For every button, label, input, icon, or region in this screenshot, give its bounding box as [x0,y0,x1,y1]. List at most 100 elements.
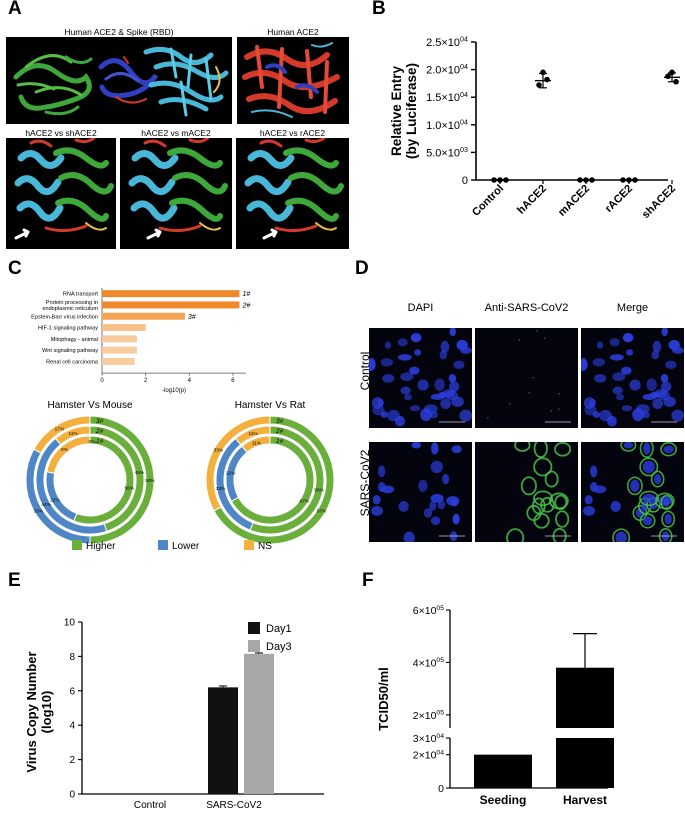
infected-cell [639,490,659,507]
micro-sars-merge [581,442,684,542]
bar-day1 [208,687,238,794]
pathway-label: Renal cell carcinoma [46,359,99,365]
panel-letter-d: D [355,258,369,279]
speck [536,329,538,332]
x-tick-label: SARS-CoV2 [206,800,262,811]
data-point [665,73,671,80]
data-point [544,76,550,83]
nucleus [657,390,671,401]
ring-percent-label: 0% [61,447,69,453]
nucleus [663,498,670,507]
nucleus [380,358,394,367]
speck [532,377,535,379]
speck [487,416,489,419]
pathway-label: Wnt signaling pathway [42,348,98,354]
ring-zero-label: 0% [89,439,97,445]
nucleus [660,373,669,383]
nucleus [417,379,429,391]
nucleus [377,465,386,478]
ring-percent-label: 56% [314,487,324,493]
micro-control-dapi-art [369,328,472,427]
nucleus [609,354,624,361]
ring-segment-ns [205,415,271,512]
nucleus [434,378,445,391]
infected-cell [650,470,665,488]
nucleus [404,394,413,401]
infected-cell [514,442,531,452]
ring-percent-label: 17% [55,426,65,432]
ring-segment-ns [234,425,271,446]
nucleus [420,408,432,422]
nucleus [438,391,447,399]
panel-letter-e: E [8,570,21,591]
legend-swatch [248,622,260,634]
nucleus [372,495,381,505]
nucleus [460,347,472,354]
nucleus [403,531,415,542]
structure-human-ace2 [237,37,349,124]
y-tick-label: 2×1004 [413,749,444,761]
ring-percent-label: 67% [317,509,327,515]
nucleus [431,442,439,455]
nucleus [612,372,626,382]
mol-title-sh: hACE2 vs shACE2 [25,128,97,138]
ring-percent-label: 11% [248,431,258,437]
pathway-bar [102,357,135,365]
structure-ace2-spike [6,37,232,124]
y-axis-label: Virus Copy Number(log10) [24,651,54,772]
nucleus [439,349,448,360]
micro-sars-anti-art [506,442,572,542]
nucleus [437,500,446,510]
x-tick-label: Control [470,183,506,219]
legend-label: Day3 [266,641,292,653]
pathway-bar [102,324,146,332]
infected-cell [612,528,631,542]
nucleus [380,411,388,418]
nucleus [459,409,472,422]
nucleus [592,411,600,418]
nucleus [442,473,450,485]
nucleus [440,340,450,353]
micro-control-anti-art [487,329,571,423]
nucleus [409,405,421,412]
infected-cell [639,513,656,529]
y-tick-label: 2.0×1004 [426,63,468,76]
y-tick-label: 4 [69,721,75,732]
y-tick-label: 2 [69,755,75,766]
y-tick-label: 0 [438,783,444,795]
data-point [669,69,675,76]
chart-c-content: RNA transport 1# Protein processing inendo… [31,288,250,394]
nucleus [397,338,408,347]
bar-seeding [474,754,532,788]
nucleus [430,493,444,503]
infected-cell [533,512,550,529]
y-tick-label: 0 [462,175,468,187]
ring-index-label: 1# [96,438,104,445]
nucleus [408,366,420,375]
nucleus [451,498,458,507]
structure-sh-art [14,138,114,240]
nucleus [582,505,596,516]
ring-index-label: 2# [275,428,284,435]
infected-cell [552,527,567,542]
legend-swatch [158,540,168,550]
x-tick-label: hACE2 [515,183,549,217]
micro-head-anti: Anti-SARS-CoV2 [484,302,569,314]
data-point [583,177,589,183]
nucleus [643,442,651,455]
pathway-label: Mitophagy - animal [51,337,98,343]
nucleus [370,505,384,516]
infected-cell [639,442,654,458]
nucleus [448,381,460,392]
nucleus [622,333,634,343]
y-tick-label: 3×1004 [413,733,444,745]
nucleus [581,357,588,371]
nucleus [451,445,462,454]
y-tick-label: 1.0×1004 [426,118,468,131]
nucleus [414,349,422,356]
ring-index-label: 1# [276,438,284,445]
y-tick-label: 10 [64,618,76,629]
pathway-label: HIF-1 signaling pathway [38,326,98,332]
x-tick-label: 2 [144,378,148,384]
nucleus [599,410,612,422]
